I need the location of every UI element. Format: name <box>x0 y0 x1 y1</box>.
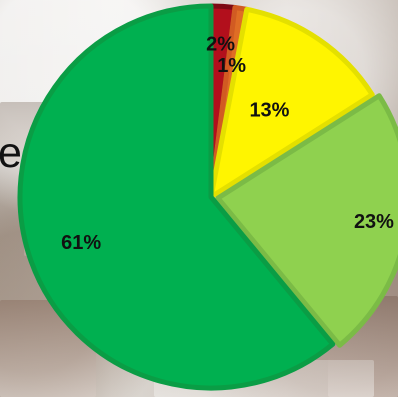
pie-slice-4 <box>215 93 398 348</box>
pie-slice-3 <box>208 6 375 200</box>
pie-label-5: 61% <box>61 232 101 254</box>
pie-slices <box>17 3 398 391</box>
pie-label-4: 23% <box>354 211 394 233</box>
pie-label-3: 13% <box>249 99 289 121</box>
cropped-left-text: e <box>0 129 22 177</box>
pie-label-1: 2% <box>206 34 235 56</box>
pie-labels: 2%1%13% 23% 61% <box>61 34 394 254</box>
pie-label-2: 1% <box>217 55 246 77</box>
pie-slice-5 <box>17 3 336 391</box>
